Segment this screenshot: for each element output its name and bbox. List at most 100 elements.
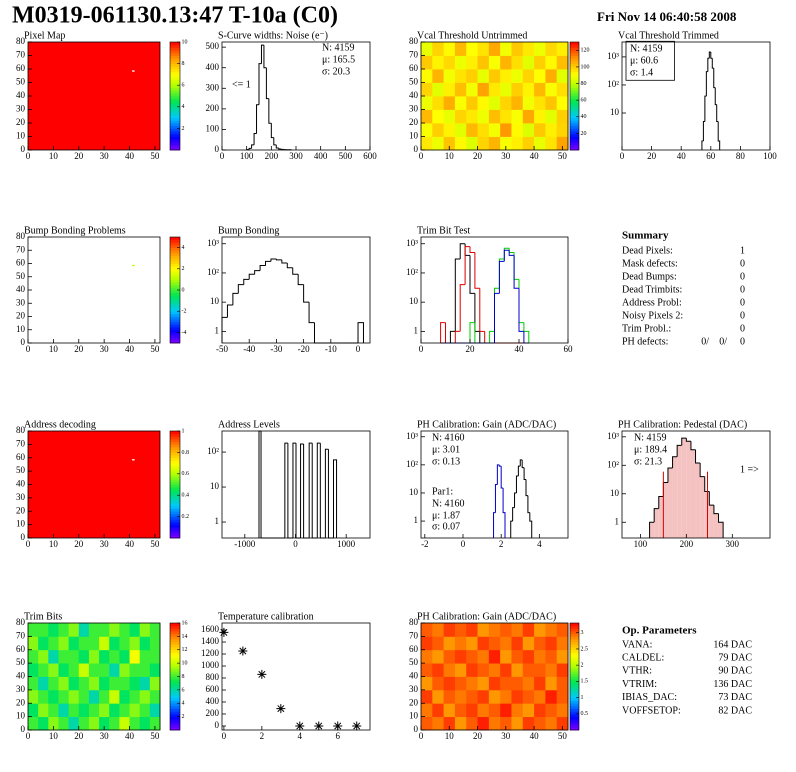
heatmap-cell: [48, 716, 59, 731]
colorbar-label: 6: [182, 687, 185, 693]
heatmap-cell: [88, 649, 100, 664]
hist-bin: [515, 475, 519, 493]
heatmap-cell: [454, 109, 467, 124]
colorbar-step: [570, 85, 579, 89]
hist-bin: [284, 442, 288, 538]
x-tick-label: 20: [74, 344, 84, 354]
hist-bin: [308, 442, 313, 538]
heatmap-cell: [500, 96, 512, 110]
panel-title: Bump Bonding Problems: [24, 225, 126, 236]
colorbar-step: [570, 66, 579, 70]
colorbar-step: [170, 503, 180, 507]
heatmap-cell: [477, 96, 490, 110]
colorbar-step: [170, 321, 180, 325]
hist-bin: [658, 496, 664, 509]
colorbar-step: [170, 521, 180, 526]
colorbar-step: [170, 147, 180, 151]
hist-bin: [248, 273, 255, 280]
heatmap-cell: [432, 663, 445, 677]
colorbar-step: [570, 628, 579, 632]
hist-fill: [672, 456, 678, 538]
colorbar-step: [170, 647, 180, 651]
heatmap-cell: [454, 649, 467, 664]
heatmap-cell: [421, 649, 433, 664]
colorbar-step: [570, 676, 579, 680]
heatmap-cell: [109, 623, 120, 637]
heatmap-cell: [454, 136, 467, 151]
heatmap-cell: [488, 716, 501, 731]
panel-title: Address Levels: [218, 419, 280, 430]
hist-bin: [275, 259, 282, 261]
colorbar-step: [170, 87, 180, 91]
heatmap-cell: [477, 649, 490, 664]
heatmap-cell: [443, 42, 456, 56]
heatmap-cell: [522, 69, 535, 83]
y-tick-label: 20: [16, 117, 26, 127]
x-tick-label: 50: [150, 539, 160, 549]
summary-title: Summary: [622, 230, 669, 242]
hist-bin: [710, 51, 713, 59]
heatmap-cell: [28, 676, 39, 691]
hist-bin: [708, 491, 714, 506]
heatmap-cell: [58, 676, 70, 691]
hist-bin: [259, 264, 266, 271]
y-tick-label: 0: [21, 337, 26, 347]
colorbar-step: [170, 452, 180, 456]
x-tick-label: 60: [564, 344, 574, 354]
heatmap-cell: [511, 69, 524, 83]
heatmap-cell: [534, 663, 546, 677]
y-tick-label: 10: [409, 296, 419, 306]
heatmap-cell: [139, 623, 151, 637]
colorbar-step: [570, 679, 579, 683]
heatmap-cell: [511, 636, 524, 651]
heatmap-cell: [511, 136, 524, 151]
y-tick-label: 80: [16, 231, 26, 241]
heatmap-cell: [48, 649, 59, 664]
hist-fill: [686, 441, 691, 538]
x-tick-label: 1000: [337, 539, 356, 549]
y-tick-label: 60: [409, 63, 419, 73]
y-tick-label: 80: [409, 36, 419, 46]
heatmap-cell: [38, 703, 49, 718]
heatmap-cell: [129, 623, 141, 637]
y-tick-label: 10²: [406, 459, 418, 469]
scatter-point: [276, 704, 286, 714]
y-tick-label: 10: [610, 107, 620, 117]
y-tick-label: 70: [16, 438, 26, 448]
heatmap-cell: [511, 123, 524, 137]
summary-value: 0: [740, 271, 745, 282]
heatmap-cell: [139, 716, 151, 731]
colorbar-step: [170, 625, 180, 629]
colorbar-step: [170, 79, 180, 83]
heatmap-cell: [28, 703, 39, 718]
heatmap-cell: [466, 636, 478, 651]
heatmap-cell: [443, 636, 456, 651]
colorbar-step: [170, 665, 180, 669]
colorbar-step: [170, 532, 180, 536]
op-value: 164 DAC: [713, 639, 752, 650]
op-label: CALDEL:: [622, 652, 664, 663]
colorbar-step: [170, 433, 180, 437]
summary-label: Noisy Pixels 2:: [622, 310, 683, 321]
colorbar-step: [170, 708, 180, 712]
y-tick-label: 1600: [201, 624, 220, 634]
panel-title: Pixel Map: [24, 30, 65, 41]
heatmap-cell: [466, 69, 478, 83]
heatmap-cell: [119, 716, 130, 731]
hist-bin: [489, 330, 495, 343]
heatmap-cell: [99, 636, 110, 651]
colorbar-step: [570, 123, 579, 127]
heatmap-cell: [99, 716, 110, 731]
colorbar-step: [170, 497, 180, 501]
colorbar-step: [170, 327, 180, 331]
heatmap-cell: [421, 55, 433, 70]
colorbar-step: [570, 684, 579, 688]
op-value: 79 DAC: [718, 652, 752, 663]
colorbar-step: [170, 492, 180, 496]
heatmap-cell: [58, 703, 70, 718]
heatmap-cell: [454, 123, 467, 137]
y-tick-label: 70: [16, 244, 26, 254]
x-tick-label: 20: [74, 151, 84, 161]
heatmap-cell: [88, 703, 100, 718]
hist-bin: [699, 463, 705, 478]
